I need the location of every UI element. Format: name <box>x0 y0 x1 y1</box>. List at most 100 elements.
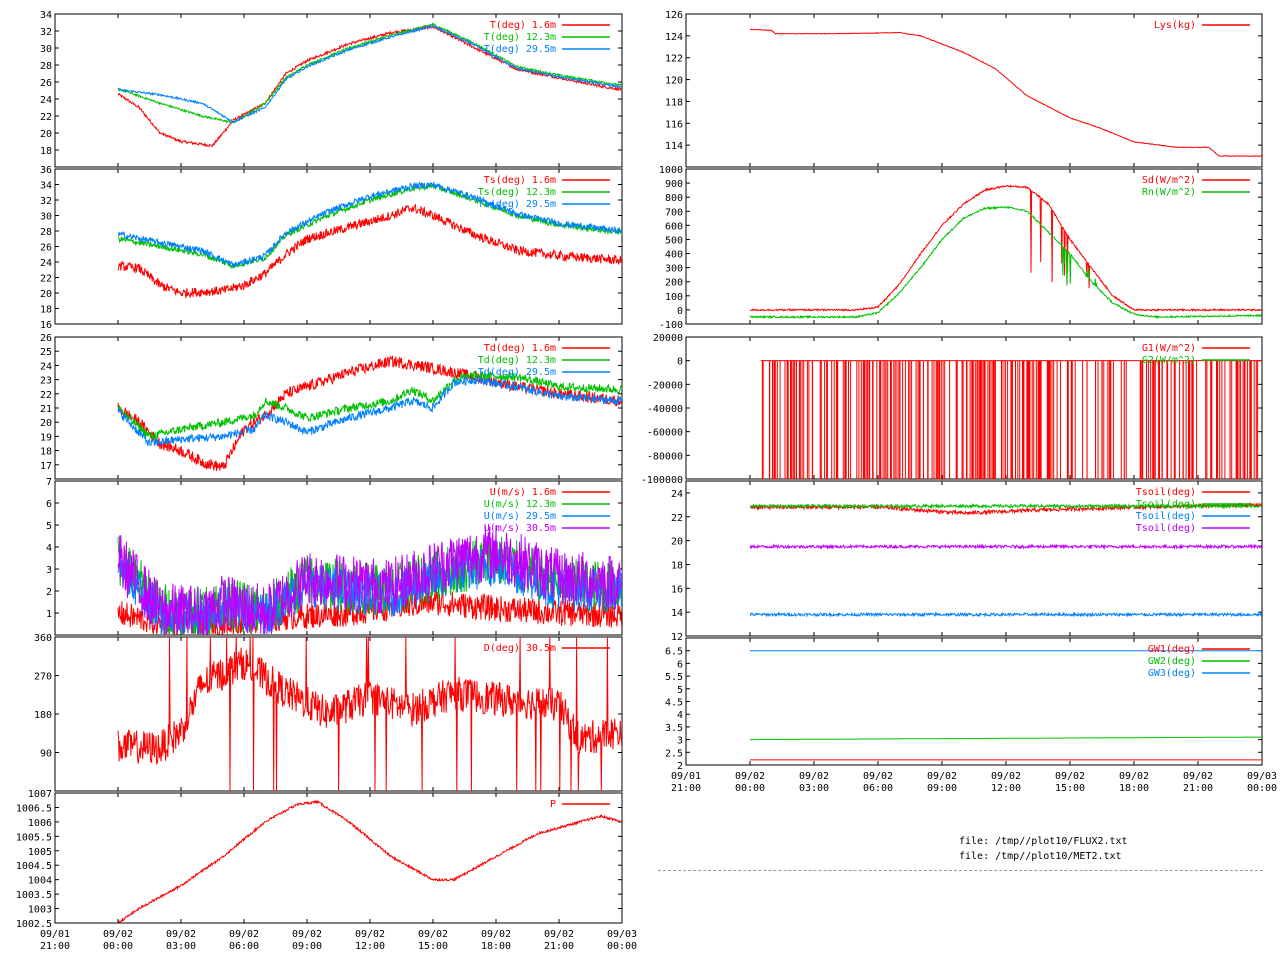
series-line-p-red <box>117 799 622 923</box>
y-tick-label: 124 <box>665 32 683 43</box>
x-tick-time: 00:00 <box>103 941 133 952</box>
series-line-ts-deg-29-5m-blue <box>117 181 622 268</box>
x-tick-date: 09/02 <box>355 929 385 940</box>
y-tick-label: 30 <box>40 44 52 55</box>
y-tick-label: 24 <box>671 489 683 500</box>
x-tick-date: 09/02 <box>166 929 196 940</box>
legend-label: Td(deg) 29.5m <box>478 367 556 378</box>
x-tick-date: 09/02 <box>799 771 829 782</box>
panel-frame <box>54 792 623 924</box>
y-tick-label: 1003.5 <box>16 890 52 901</box>
x-tick-date: 09/02 <box>292 929 322 940</box>
series-line-tsoil-deg-blue <box>749 611 1262 618</box>
y-tick-label: -40000 <box>647 404 683 415</box>
x-tick-date: 09/02 <box>229 929 259 940</box>
y-tick-label: 22 <box>40 274 52 285</box>
x-tick-time: 18:00 <box>1119 783 1149 794</box>
x-tick-time: 12:00 <box>355 941 385 952</box>
panel-frame <box>54 480 623 636</box>
panel-d: 90 180 270 360 D(deg) 30.5m <box>34 633 623 792</box>
y-tick-label: 2 <box>677 761 683 772</box>
y-tick-label: 1005.5 <box>16 832 52 843</box>
y-tick-label: 100 <box>665 292 683 303</box>
y-tick-label: 30 <box>40 212 52 223</box>
series-line-gw2-deg-green <box>750 736 1262 741</box>
panel-frame <box>685 480 1263 637</box>
x-tick-time: 00:00 <box>607 941 637 952</box>
series-line-tsoil-deg-purple <box>749 543 1262 550</box>
file-path-met: file: /tmp//plot10/MET2.txt <box>959 851 1122 862</box>
x-tick-time: 06:00 <box>229 941 259 952</box>
y-tick-label: 20 <box>40 289 52 300</box>
y-tick-label: 16 <box>671 584 683 595</box>
legend-label: Ts(deg) 12.3m <box>478 187 556 198</box>
file-list: file: /tmp//plot10/FLUX2.txt file: /tmp/… <box>959 834 1128 864</box>
legend-label: U(m/s) 12.3m <box>484 499 556 510</box>
y-tick-label: 34 <box>40 181 52 192</box>
x-tick-time: 15:00 <box>1055 783 1085 794</box>
y-tick-label: 6 <box>677 659 683 670</box>
y-tick-label: 3 <box>46 565 52 576</box>
panel-g: -100000 -80000 -60000 -40000 -20000 0 20000 G1(… <box>641 333 1263 486</box>
series-line-d-deg-30-5m-red <box>117 637 622 791</box>
y-tick-label: 1 <box>46 609 52 620</box>
x-tick-time: 09:00 <box>927 783 957 794</box>
y-tick-label: 21 <box>40 404 52 415</box>
legend-label: Tsoil(deg) <box>1136 511 1196 522</box>
series-line-t-deg-12-3m-green <box>117 22 622 124</box>
x-tick-date: 09/01 <box>671 771 701 782</box>
panel-frame <box>685 168 1263 325</box>
x-tick-date: 09/02 <box>863 771 893 782</box>
legend-label: G2(W/m^2) <box>1142 355 1196 366</box>
y-tick-label: 20 <box>40 418 52 429</box>
series-line-ts-deg-1-6m-red <box>117 203 622 299</box>
y-tick-label: 360 <box>34 633 52 644</box>
legend-label: T(deg) 1.6m <box>490 20 556 31</box>
y-tick-label: 18 <box>40 146 52 157</box>
file-path-flux: file: /tmp//plot10/FLUX2.txt <box>959 836 1128 847</box>
panel-frame <box>54 13 623 168</box>
y-tick-label: 900 <box>665 179 683 190</box>
x-tick-time: 03:00 <box>166 941 196 952</box>
y-tick-label: 180 <box>34 710 52 721</box>
y-tick-label: 122 <box>665 54 683 65</box>
y-tick-label: 1006.5 <box>16 803 52 814</box>
y-tick-label: 116 <box>665 119 683 130</box>
y-tick-label: 700 <box>665 207 683 218</box>
legend-label: GW2(deg) <box>1148 656 1196 667</box>
x-tick-time: 09:00 <box>292 941 322 952</box>
legend-label: Rn(W/m^2) <box>1142 187 1196 198</box>
x-tick-time: 00:00 <box>1247 783 1277 794</box>
y-tick-label: 1002.5 <box>16 919 52 930</box>
y-tick-label: 36 <box>40 165 52 176</box>
series-line-t-deg-29-5m-blue <box>117 24 622 124</box>
y-tick-label: 18 <box>671 560 683 571</box>
x-tick-date: 09/02 <box>418 929 448 940</box>
y-tick-label: 14 <box>671 608 683 619</box>
series-line-tsoil-deg-green <box>749 502 1262 510</box>
legend-label: Tsoil(deg) <box>1136 487 1196 498</box>
x-tick-date: 09/02 <box>544 929 574 940</box>
series-line-lys-kg-red <box>749 28 1262 157</box>
x-tick-time: 21:00 <box>1183 783 1213 794</box>
y-tick-label: -60000 <box>647 428 683 439</box>
y-tick-label: 20000 <box>653 333 683 344</box>
y-tick-label: 24 <box>40 361 52 372</box>
x-tick-date: 09/02 <box>1119 771 1149 782</box>
y-tick-label: 28 <box>40 227 52 238</box>
y-tick-label: 12 <box>671 632 683 643</box>
y-tick-label: 17 <box>40 461 52 472</box>
y-tick-label: 5 <box>677 685 683 696</box>
x-tick-time: 06:00 <box>863 783 893 794</box>
panel-rad: -100 0 100 200 300 400 500 600 700 800 900 1000 Sd(W… <box>659 165 1263 331</box>
legend-label: GW1(deg) <box>1148 644 1196 655</box>
y-tick-label: 0 <box>677 306 683 317</box>
y-tick-label: 24 <box>40 258 52 269</box>
y-tick-label: 1006 <box>28 818 52 829</box>
y-tick-label: 400 <box>665 250 683 261</box>
y-tick-label: 0 <box>677 357 683 368</box>
x-tick-date: 09/02 <box>735 771 765 782</box>
separator-line <box>658 870 1263 871</box>
